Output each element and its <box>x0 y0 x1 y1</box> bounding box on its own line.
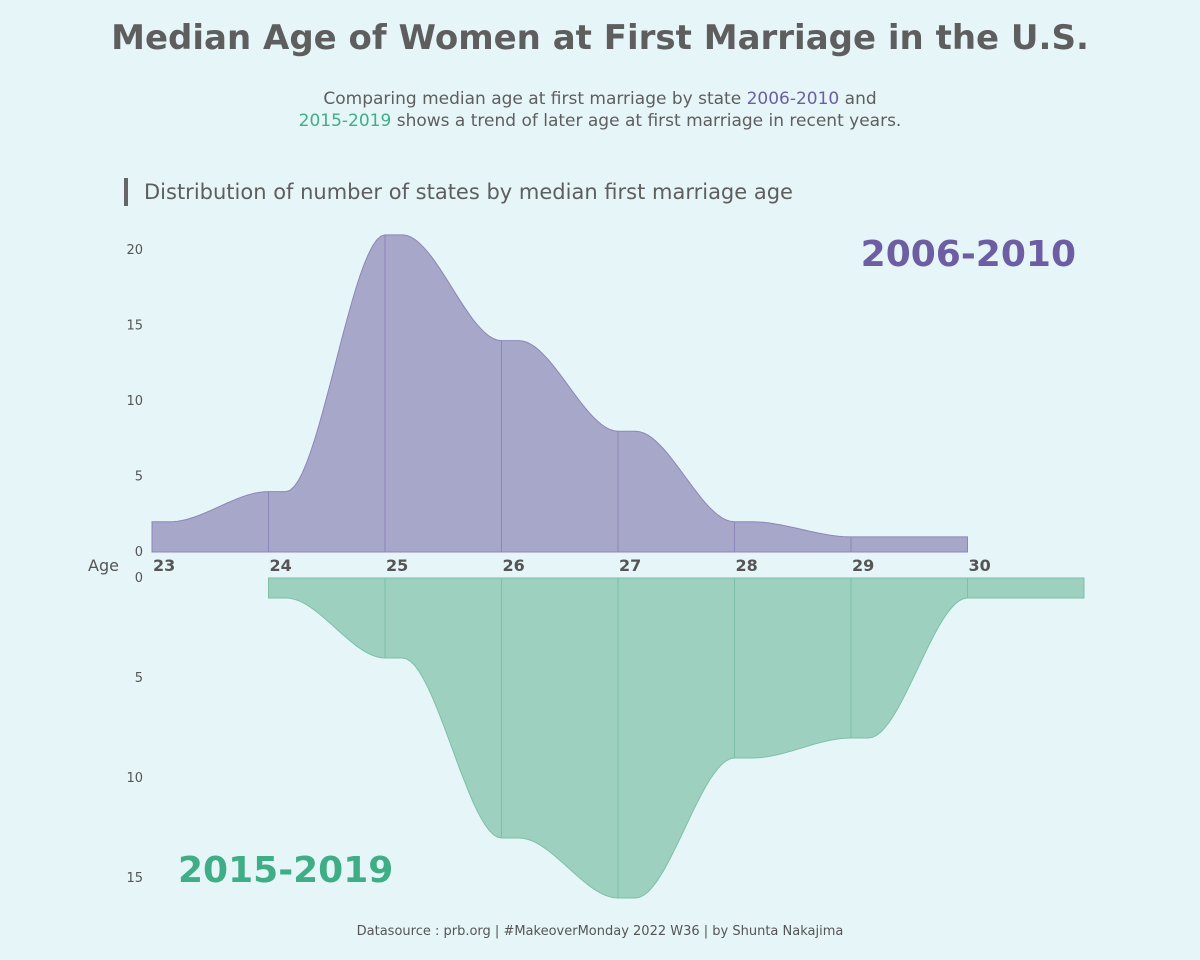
chart-title: Median Age of Women at First Marriage in… <box>111 18 1089 58</box>
x-axis-label: Age <box>88 556 119 575</box>
x-tick-26: 26 <box>503 556 525 575</box>
x-tick-25: 25 <box>386 556 408 575</box>
subtitle-period-2: 2015-2019 <box>298 111 392 131</box>
y-tick-2015-2019-0: 0 <box>135 571 143 586</box>
x-tick-28: 28 <box>736 556 758 575</box>
footer-credits: Datasource : prb.org | #MakeoverMonday 2… <box>356 924 844 939</box>
x-tick-29: 29 <box>852 556 874 575</box>
subtitle-line-1: Comparing median age at first marriage b… <box>0 88 1200 110</box>
x-tick-23: 23 <box>153 556 175 575</box>
y-tick-2015-2019-15: 15 <box>126 871 143 886</box>
period-label-2015-2019: 2015-2019 <box>178 850 394 891</box>
y-tick-2006-2010-20: 20 <box>126 243 143 258</box>
subtitle-text-3: shows a trend of later age at first marr… <box>391 111 902 131</box>
subtitle-text-2: and <box>839 89 877 109</box>
y-tick-2006-2010-5: 5 <box>135 470 143 485</box>
y-tick-2006-2010-10: 10 <box>126 394 143 409</box>
y-tick-2015-2019-10: 10 <box>126 771 143 786</box>
y-tick-2006-2010-15: 15 <box>126 319 143 334</box>
area-2006-2010 <box>151 234 968 553</box>
x-tick-27: 27 <box>619 556 641 575</box>
y-tick-2015-2019-5: 5 <box>135 671 143 686</box>
section-title: Distribution of number of states by medi… <box>124 178 793 206</box>
subtitle-period-1: 2006-2010 <box>746 89 840 109</box>
chart-subtitle: Comparing median age at first marriage b… <box>0 88 1200 132</box>
x-tick-24: 24 <box>270 556 292 575</box>
subtitle-line-2: 2015-2019 shows a trend of later age at … <box>0 110 1200 132</box>
subtitle-text-1: Comparing median age at first marriage b… <box>323 89 747 109</box>
area-2015-2019 <box>268 577 1085 899</box>
x-tick-30: 30 <box>969 556 991 575</box>
period-label-2006-2010: 2006-2010 <box>860 234 1076 275</box>
y-tick-2006-2010-0: 0 <box>135 545 143 560</box>
